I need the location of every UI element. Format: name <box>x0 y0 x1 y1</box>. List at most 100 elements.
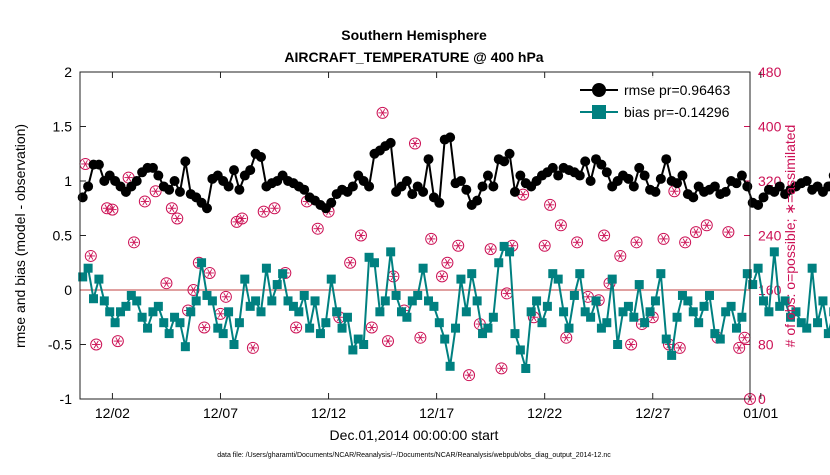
bias-point <box>672 312 682 322</box>
bias-point <box>424 296 434 306</box>
obs-point <box>738 331 751 344</box>
x-tick-label: 12/27 <box>635 405 670 421</box>
obs-point <box>90 338 103 351</box>
obs-assimilated-marker <box>174 214 180 223</box>
obs-possible-marker <box>452 239 465 252</box>
rmse-point <box>628 181 639 192</box>
bias-point <box>251 296 261 306</box>
bias-point <box>375 307 385 317</box>
obs-assimilated-marker <box>617 252 623 260</box>
obs-point <box>311 222 324 235</box>
bias-point <box>629 312 639 322</box>
bias-point <box>83 263 93 273</box>
bias-point <box>89 294 99 304</box>
bias-point <box>267 296 277 306</box>
bias-point <box>451 323 461 333</box>
rmse-point <box>574 170 585 181</box>
obs-point <box>344 256 357 269</box>
obs-possible-marker <box>365 321 378 334</box>
obs-possible-marker <box>463 369 476 382</box>
rmse-point <box>720 186 731 197</box>
obs-possible-marker <box>290 321 303 334</box>
bias-point <box>175 318 185 328</box>
footnote: data file: /Users/gharamti/Documents/NCA… <box>217 452 611 459</box>
obs-possible-marker <box>538 239 551 252</box>
rmse-point <box>801 176 812 186</box>
obs-point <box>409 137 421 150</box>
bias-point <box>197 258 207 268</box>
bias-point <box>764 307 774 317</box>
obs-assimilated-marker <box>466 371 472 380</box>
bias-point <box>515 345 525 355</box>
obs-assimilated-marker <box>217 309 223 318</box>
bias-point <box>191 296 201 306</box>
obs-point <box>414 331 427 344</box>
bias-point <box>407 296 417 306</box>
bias-point <box>618 307 628 317</box>
obs-assimilated-marker <box>455 241 461 250</box>
obs-assimilated-marker <box>153 187 159 196</box>
obs-assimilated-marker <box>142 197 148 206</box>
bias-point <box>283 296 293 306</box>
obs-point <box>441 256 454 269</box>
obs-possible-marker <box>495 362 508 375</box>
obs-assimilated-marker <box>601 231 607 240</box>
bias-point <box>731 323 741 333</box>
rmse-point <box>650 186 661 197</box>
rmse-point <box>83 181 94 192</box>
chart-subtitle: AIRCRAFT_TEMPERATURE @ 400 hPa <box>284 49 543 65</box>
obs-point <box>554 219 567 232</box>
obs-point <box>106 203 119 216</box>
obs-assimilated-marker <box>261 207 267 216</box>
rmse-point <box>434 197 445 208</box>
obs-assimilated-marker <box>207 269 213 277</box>
obs-possible-marker <box>679 236 692 249</box>
obs-assimilated-marker <box>439 272 445 281</box>
bias-point <box>823 329 830 339</box>
bias-point <box>218 329 228 339</box>
obs-possible-marker <box>246 341 259 354</box>
bias-point <box>186 307 196 317</box>
bias-point <box>369 258 379 268</box>
bias-point <box>359 340 369 349</box>
obs-assimilated-marker <box>563 333 569 342</box>
bias-point <box>386 247 396 257</box>
obs-point <box>203 266 216 279</box>
obs-assimilated-marker <box>725 228 731 236</box>
rmse-point <box>639 170 650 181</box>
bias-point <box>364 252 374 262</box>
y-tick-label-left: -0.5 <box>48 337 72 353</box>
obs-assimilated-marker <box>693 228 699 236</box>
bias-point <box>796 318 806 328</box>
obs-assimilated-marker <box>682 238 688 247</box>
bias-point <box>488 312 498 322</box>
obs-assimilated-marker <box>677 344 683 352</box>
bias-point <box>683 296 693 306</box>
obs-point <box>219 290 232 303</box>
bias-point <box>105 307 115 317</box>
rmse-point <box>461 184 472 195</box>
obs-assimilated-marker <box>239 214 245 223</box>
bias-point <box>704 290 714 300</box>
obs-possible-marker <box>257 205 270 218</box>
obs-assimilated-marker <box>417 333 423 342</box>
y-axis-label-left: rmse and bias (model - observation) <box>12 124 28 348</box>
obs-possible-marker <box>219 290 232 303</box>
rmse-series <box>77 132 830 214</box>
obs-assimilated-marker <box>131 238 137 247</box>
obs-assimilated-marker <box>190 286 196 294</box>
obs-possible-marker <box>84 249 97 262</box>
bias-point <box>126 290 136 300</box>
bias-point <box>694 318 704 328</box>
obs-series <box>79 106 756 405</box>
y-tick-label-left: 1 <box>64 173 72 189</box>
rmse-point <box>774 181 785 192</box>
obs-point <box>560 331 573 344</box>
bias-point <box>429 301 439 311</box>
x-tick-label: 01/01 <box>743 405 778 421</box>
bias-point <box>353 334 363 344</box>
rmse-point <box>758 192 769 203</box>
bias-point <box>256 307 266 317</box>
